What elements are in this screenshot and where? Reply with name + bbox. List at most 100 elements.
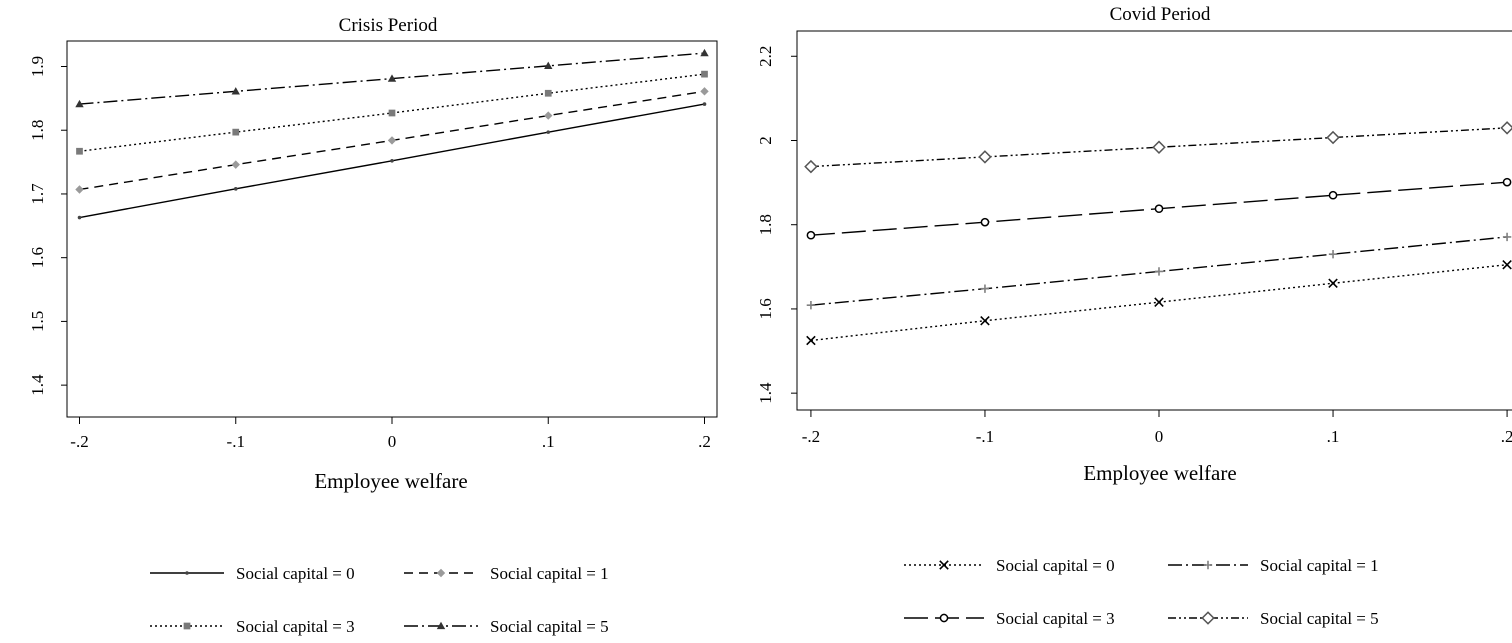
legend: Social capital = 0 Social capital = 1 Soci… xyxy=(904,556,1379,628)
series-marker xyxy=(231,87,240,95)
series-marker xyxy=(387,136,397,145)
legend-item: Social capital = 3 xyxy=(150,617,355,636)
legend-label: Social capital = 5 xyxy=(490,617,609,636)
series-marker xyxy=(939,560,949,570)
series-marker xyxy=(1154,204,1164,214)
series-marker xyxy=(1154,297,1164,307)
series-marker xyxy=(939,613,949,623)
series-marker xyxy=(1326,130,1340,145)
series-group xyxy=(75,48,709,220)
legend-item: Social capital = 0 xyxy=(150,564,355,583)
series-marker xyxy=(806,300,816,310)
legend-label: Social capital = 3 xyxy=(236,617,355,636)
series-marker xyxy=(390,159,394,163)
series-marker xyxy=(75,185,84,194)
series-marker xyxy=(1328,278,1338,289)
series-marker xyxy=(183,622,191,630)
series-marker xyxy=(980,284,990,293)
series-marker xyxy=(388,109,396,117)
y-tick-label: 1.4 xyxy=(756,382,775,404)
legend-item: Social capital = 5 xyxy=(1168,609,1379,628)
x-tick-label: .1 xyxy=(1327,427,1340,446)
chart-covid-period: Covid Period Employee welfare 1.4 1.6 1.8 2… xyxy=(756,4,1512,628)
y-axis-ticks: 1.4 1.6 1.8 2 2.2 xyxy=(756,46,797,404)
series-marker xyxy=(232,128,240,136)
series-marker xyxy=(1201,611,1215,625)
x-tick-label: .2 xyxy=(1501,427,1512,446)
series-marker xyxy=(702,102,707,106)
legend-label: Social capital = 1 xyxy=(490,564,609,583)
legend-item: Social capital = 3 xyxy=(904,609,1115,628)
chart-title: Covid Period xyxy=(1110,4,1211,25)
series-marker xyxy=(75,99,84,108)
legend-item: Social capital = 0 xyxy=(904,556,1115,575)
x-tick-label: -.2 xyxy=(70,432,88,451)
x-tick-label: -.2 xyxy=(802,427,820,446)
legend-label: Social capital = 3 xyxy=(996,609,1115,628)
legend-item: Social capital = 5 xyxy=(404,617,609,636)
x-tick-label: -.1 xyxy=(227,432,245,451)
x-axis-label: Employee welfare xyxy=(1083,461,1236,485)
series-marker xyxy=(544,61,553,70)
legend: Social capital = 0 Social capital = 1 Soci… xyxy=(150,564,609,636)
series-marker xyxy=(1152,140,1166,154)
chart-title: Crisis Period xyxy=(339,15,438,36)
series-marker xyxy=(1500,121,1512,135)
series-marker xyxy=(1502,259,1512,270)
x-tick-label: .2 xyxy=(698,432,711,451)
series-marker xyxy=(978,150,992,164)
y-tick-label: 1.8 xyxy=(756,214,775,235)
y-axis-ticks: 1.4 1.5 1.6 1.7 1.8 1.9 xyxy=(28,56,67,396)
x-axis-ticks: -.2 -.1 0 .1 .2 xyxy=(802,410,1512,446)
series-marker xyxy=(1154,267,1164,276)
series-marker xyxy=(700,87,709,96)
legend-label: Social capital = 1 xyxy=(1260,556,1379,575)
x-axis-ticks: -.2 -.1 0 .1 .2 xyxy=(70,417,711,451)
plot-area-frame xyxy=(796,30,1512,411)
y-tick-label: 1.5 xyxy=(28,311,47,332)
series-marker xyxy=(806,230,816,240)
legend-item: Social capital = 1 xyxy=(1168,556,1379,575)
x-tick-label: -.1 xyxy=(976,427,994,446)
series-marker xyxy=(387,74,397,82)
series-marker xyxy=(544,89,552,97)
series-marker xyxy=(76,147,83,155)
series-marker xyxy=(1328,249,1338,259)
series-marker xyxy=(1502,177,1512,187)
chart-crisis-period: Crisis Period Employee welfare 1.4 1.5 1.6… xyxy=(28,15,718,636)
series-marker xyxy=(980,217,990,227)
x-tick-label: .1 xyxy=(542,432,555,451)
series-marker xyxy=(804,159,818,174)
series-group xyxy=(804,121,1512,346)
y-tick-label: 1.4 xyxy=(28,374,47,396)
series-marker xyxy=(1328,190,1338,200)
legend-label: Social capital = 0 xyxy=(996,556,1115,575)
series-marker xyxy=(1203,560,1213,570)
series-marker xyxy=(1502,232,1512,242)
series-marker xyxy=(77,215,82,220)
legend-label: Social capital = 5 xyxy=(1260,609,1379,628)
series-marker xyxy=(231,160,240,169)
y-tick-label: 2.2 xyxy=(756,46,775,67)
series-marker xyxy=(436,621,446,630)
y-tick-label: 2 xyxy=(756,136,775,145)
series-marker xyxy=(546,130,551,134)
legend-label: Social capital = 0 xyxy=(236,564,355,583)
series-marker xyxy=(436,568,446,578)
y-tick-label: 1.7 xyxy=(28,183,47,205)
x-axis-label: Employee welfare xyxy=(314,469,467,493)
series-marker xyxy=(544,111,553,120)
series-marker xyxy=(701,70,708,78)
y-tick-label: 1.6 xyxy=(756,298,775,319)
y-tick-label: 1.9 xyxy=(28,56,47,77)
x-tick-label: 0 xyxy=(1155,427,1164,446)
series-marker xyxy=(700,48,709,57)
x-tick-label: 0 xyxy=(388,432,397,451)
y-tick-label: 1.8 xyxy=(28,120,47,141)
series-marker xyxy=(806,335,816,346)
y-tick-label: 1.6 xyxy=(28,247,47,268)
series-marker xyxy=(980,315,990,326)
series-marker xyxy=(233,187,238,191)
series-marker xyxy=(185,571,189,575)
